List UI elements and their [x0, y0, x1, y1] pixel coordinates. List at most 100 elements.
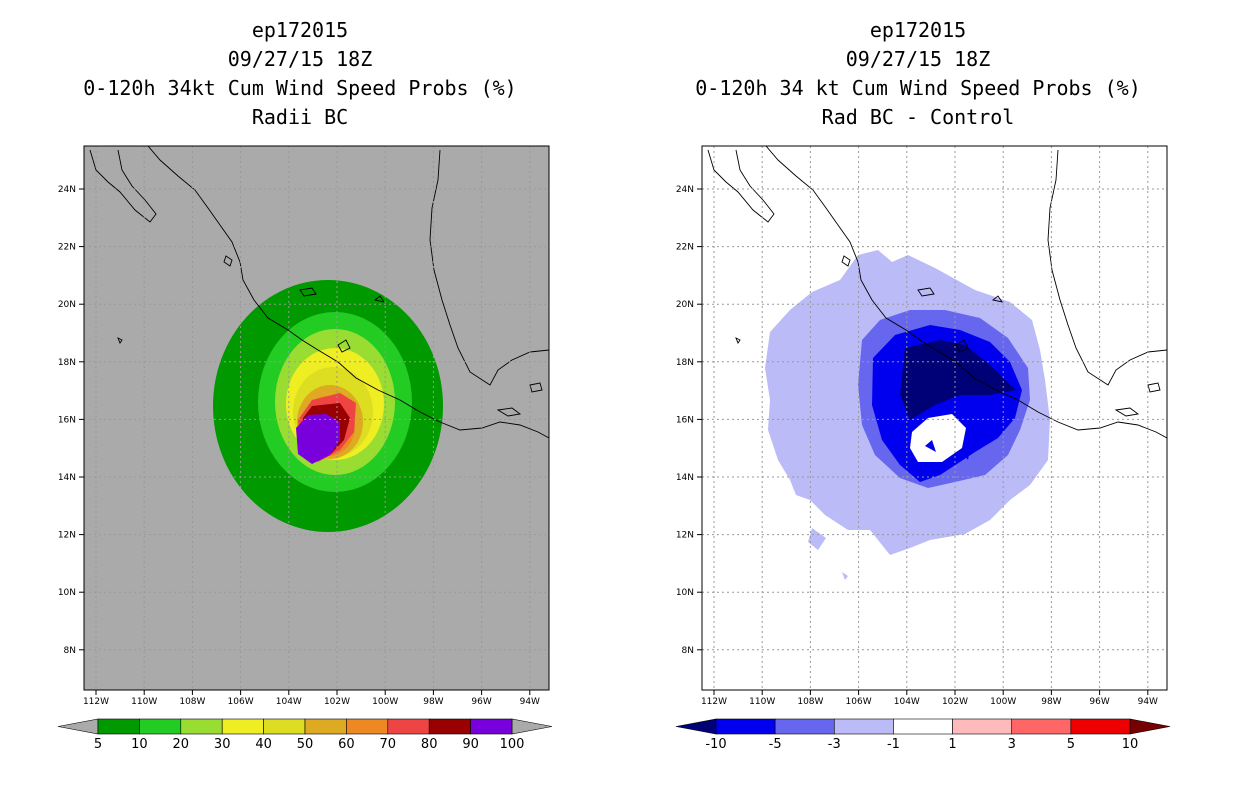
- lon-label: 108W: [797, 697, 823, 707]
- lon-label: 108W: [179, 697, 205, 707]
- lon-label: 96W: [471, 697, 491, 707]
- colorbar-swatch: [774, 718, 835, 735]
- colorbar-label: -1: [887, 737, 900, 752]
- forecast-time: 09/27/15 18Z: [845, 47, 991, 71]
- colorbar-swatch: [180, 718, 223, 735]
- colorbar-high-extension: [1129, 718, 1171, 735]
- gridlines: [702, 146, 1167, 690]
- lon-label: 100W: [990, 697, 1016, 707]
- lon-label: 98W: [423, 697, 443, 707]
- lon-label: 94W: [520, 697, 540, 707]
- colorbar-label: 5: [1067, 737, 1075, 752]
- contour-minus10-minus5: [925, 440, 936, 452]
- lon-label: 98W: [1041, 697, 1061, 707]
- colorbar-low-extension: [57, 718, 99, 735]
- colorbar-low-extension: [675, 718, 717, 735]
- lat-label: 10N: [676, 588, 694, 598]
- colorbar-label: 1: [948, 737, 956, 752]
- storm-id: ep172015: [869, 18, 967, 42]
- lat-label: 20N: [676, 300, 694, 310]
- experiment-name: Radii BC: [251, 105, 349, 129]
- colorbar-label: 40: [255, 737, 272, 752]
- lon-label: 106W: [846, 697, 872, 707]
- map-frame: [83, 145, 550, 691]
- lat-label: 14N: [58, 473, 76, 483]
- lat-label: 18N: [676, 358, 694, 368]
- left-colorbar: 5 10 20 30 40 50 60 70 80 90 100: [57, 718, 553, 752]
- colorbar-swatch: [263, 718, 306, 735]
- colorbar-swatch: [139, 718, 182, 735]
- left-map: 24N 22N 20N 18N 16N 14N 12N 10N 8N 112W 110W 108W 1…: [58, 145, 550, 707]
- probability-contours: [213, 280, 443, 532]
- map-frame: [701, 145, 1168, 691]
- difference-contours: [765, 250, 1050, 580]
- colorbar-high-extension: [511, 718, 553, 735]
- colorbar-label: 20: [173, 737, 190, 752]
- forecast-time: 09/27/15 18Z: [227, 47, 373, 71]
- lat-label: 14N: [676, 473, 694, 483]
- colorbar-swatch: [833, 718, 894, 735]
- colorbar-label: 60: [338, 737, 355, 752]
- lat-label: 18N: [58, 358, 76, 368]
- lon-label: 110W: [749, 697, 775, 707]
- lon-label: 100W: [372, 697, 398, 707]
- colorbar-swatch: [428, 718, 471, 735]
- lat-label: 8N: [682, 646, 694, 656]
- colorbar-label: 5: [94, 737, 102, 752]
- lon-label: 102W: [942, 697, 968, 707]
- colorbar-label: 30: [214, 737, 231, 752]
- lat-label: 12N: [58, 531, 76, 541]
- lat-label: 8N: [64, 646, 76, 656]
- latitude-labels: 24N 22N 20N 18N 16N 14N 12N 10N 8N: [58, 185, 84, 656]
- colorbar-swatch: [470, 718, 513, 735]
- lat-label: 10N: [58, 588, 76, 598]
- lat-label: 20N: [58, 300, 76, 310]
- right-colorbar: -10 -5 -3 -1 1 3 5 10: [675, 718, 1171, 752]
- experiment-name: Rad BC - Control: [821, 105, 1015, 129]
- storm-id: ep172015: [251, 18, 349, 42]
- lon-label: 104W: [894, 697, 920, 707]
- lat-label: 22N: [58, 243, 76, 253]
- product-title: 0-120h 34kt Cum Wind Speed Probs (%): [83, 76, 517, 100]
- lon-label: 104W: [276, 697, 302, 707]
- colorbar-swatch: [1011, 718, 1072, 735]
- colorbar-swatch: [97, 718, 140, 735]
- lat-label: 24N: [676, 185, 694, 195]
- lon-label: 96W: [1089, 697, 1109, 707]
- lon-label: 112W: [83, 697, 109, 707]
- colorbar-swatch: [715, 718, 776, 735]
- colorbar-swatch: [893, 718, 953, 735]
- colorbar-label: -3: [828, 737, 841, 752]
- colorbar-swatch: [221, 718, 264, 735]
- colorbar-swatch: [304, 718, 347, 735]
- gridlines: [84, 146, 549, 690]
- colorbar-label: 10: [1122, 737, 1139, 752]
- latitude-labels: 24N 22N 20N 18N 16N 14N 12N 10N 8N: [676, 185, 702, 656]
- colorbar-label: 50: [297, 737, 314, 752]
- contour-minus1-1: [910, 414, 966, 462]
- contour-below-minus10: [900, 340, 1016, 420]
- contour-90-100: [296, 414, 340, 464]
- product-title: 0-120h 34 kt Cum Wind Speed Probs (%): [695, 76, 1141, 100]
- colorbar-label: 100: [500, 737, 525, 752]
- colorbar-label: -10: [705, 737, 726, 752]
- contour-minus3-minus1: [808, 528, 826, 550]
- colorbar-label: -5: [769, 737, 782, 752]
- contour-minus10-minus5: [962, 448, 970, 460]
- lat-label: 16N: [58, 415, 76, 425]
- lon-label: 102W: [324, 697, 350, 707]
- colorbar-label: 70: [380, 737, 397, 752]
- lon-label: 106W: [228, 697, 254, 707]
- colorbar-swatch: [952, 718, 1013, 735]
- left-panel-title: ep172015 09/27/15 18Z 0-120h 34kt Cum Wi…: [20, 16, 580, 132]
- contour-minus3-minus1: [842, 572, 848, 580]
- colorbar-label: 80: [421, 737, 438, 752]
- colorbar-label: 10: [131, 737, 148, 752]
- lon-label: 112W: [701, 697, 727, 707]
- lat-label: 24N: [58, 185, 76, 195]
- colorbar-swatch: [346, 718, 389, 735]
- lat-label: 16N: [676, 415, 694, 425]
- lon-label: 110W: [131, 697, 157, 707]
